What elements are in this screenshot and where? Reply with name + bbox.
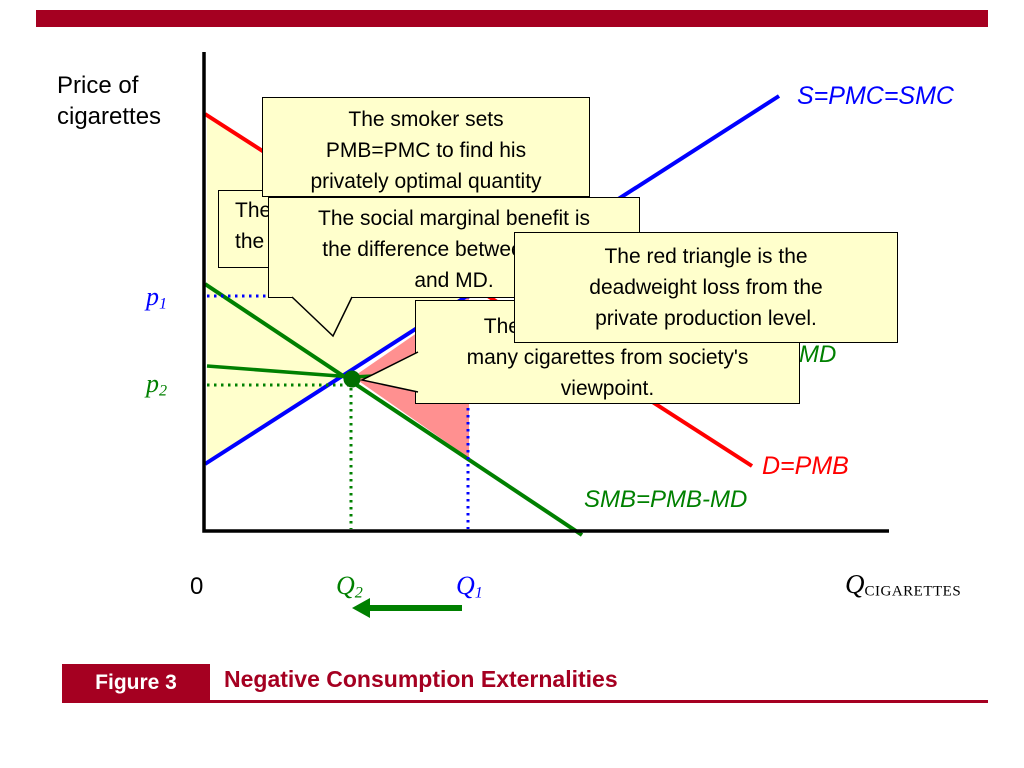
quantity-q1-label: Q1 — [456, 571, 483, 603]
q2-base: Q — [336, 571, 355, 600]
y-axis-label-line1: Price of — [57, 72, 139, 99]
callout-smb-line1: The social marginal benefit is — [318, 207, 590, 230]
callout-over-line2: many cigarettes from society's — [466, 346, 749, 369]
x-axis-label: QCIGARETTES — [845, 569, 961, 600]
callout-obscured-line1: The — [235, 199, 272, 222]
q1-sub: 1 — [474, 584, 483, 602]
y-axis-label: Price of cigarettes — [57, 70, 161, 132]
callout-smb-line3: and MD. — [414, 269, 494, 292]
origin-label: 0 — [190, 573, 204, 600]
p1-sub: 1 — [159, 295, 168, 313]
quantity-q2-label: Q2 — [336, 571, 363, 603]
social-marginal-benefit-curve — [203, 282, 584, 537]
md-curve-label: MD — [799, 341, 837, 368]
y-axis-label-line2: cigarettes — [57, 103, 162, 130]
callout-private-optimum: The smoker sets PMB=PMC to find his priv… — [262, 97, 590, 197]
p2-sub: 2 — [159, 382, 168, 400]
social-optimum-point — [343, 370, 361, 388]
axes — [202, 52, 889, 533]
figure-caption-rule — [62, 700, 988, 703]
figure-title: Negative Consumption Externalities — [224, 666, 618, 692]
callout-private-line3: privately optimal quantity — [310, 170, 542, 193]
smb-curve-label: SMB=PMB-MD — [584, 486, 748, 513]
q2-sub: 2 — [354, 584, 363, 602]
q1-base: Q — [456, 571, 475, 600]
callout-obscured-line2: the — [235, 230, 265, 253]
callout-deadweight-loss: The red triangle is the deadweight loss … — [514, 232, 898, 343]
top-accent-bar — [36, 10, 988, 27]
callout-private-line1: The smoker sets — [348, 108, 504, 131]
p2-base: p — [146, 369, 159, 398]
x-axis-label-sub: CIGARETTES — [864, 583, 962, 600]
price-p1-label: p1 — [146, 282, 167, 314]
callout-private-line2: PMB=PMC to find his — [325, 139, 527, 162]
supply-curve-label: S=PMC=SMC — [797, 82, 954, 110]
quantity-shift-arrow-head — [352, 598, 370, 618]
callout-dwl-line3: private production level. — [595, 307, 817, 330]
callout-dwl-line1: The red triangle is the — [604, 245, 808, 268]
callout-dwl-line2: deadweight loss from the — [589, 276, 823, 299]
price-p2-label: p2 — [146, 369, 167, 401]
demand-curve-label: D=PMB — [762, 452, 849, 480]
callout-over-line3: viewpoint. — [560, 377, 655, 400]
p1-base: p — [146, 282, 159, 311]
figure-number-badge: Figure 3 — [62, 664, 210, 702]
x-axis-label-q: Q — [845, 569, 865, 599]
